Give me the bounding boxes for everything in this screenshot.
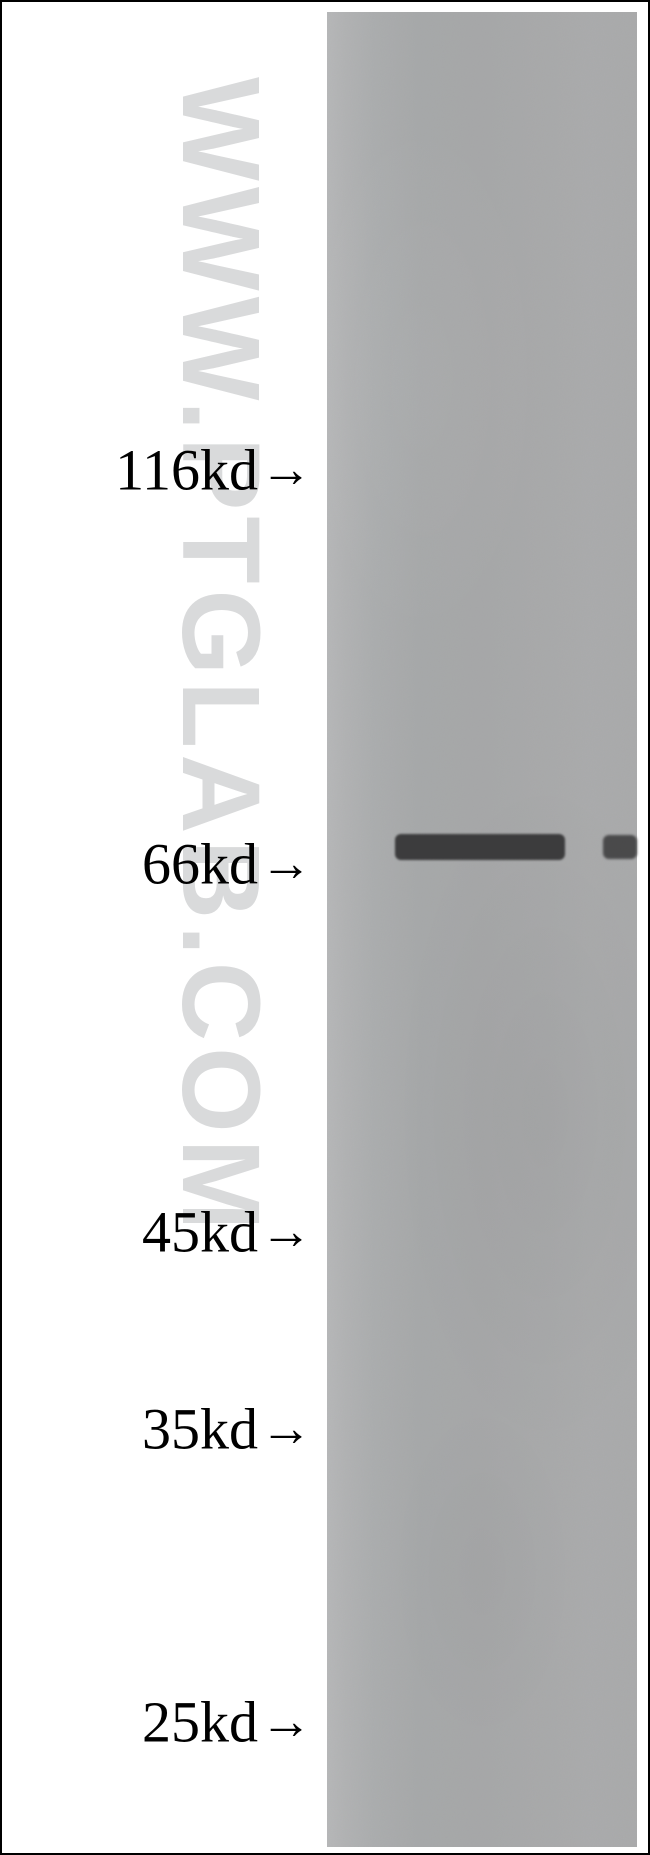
marker-116kd: 116kd→ bbox=[115, 437, 312, 504]
lane-noise-overlay bbox=[327, 12, 637, 1847]
blot-figure: WWW.PTGLAB.COM 116kd→ 66kd→ 45kd→ 35kd→ … bbox=[0, 0, 650, 1855]
marker-label-text: 45kd bbox=[142, 1199, 258, 1266]
marker-label-text: 35kd bbox=[142, 1396, 258, 1463]
arrow-icon: → bbox=[260, 1693, 312, 1752]
marker-35kd: 35kd→ bbox=[142, 1396, 312, 1463]
marker-66kd: 66kd→ bbox=[142, 831, 312, 898]
band-main-right bbox=[603, 835, 637, 859]
marker-label-text: 66kd bbox=[142, 831, 258, 898]
marker-25kd: 25kd→ bbox=[142, 1689, 312, 1756]
marker-label-text: 116kd bbox=[115, 437, 258, 504]
band-main-left bbox=[395, 834, 565, 860]
arrow-icon: → bbox=[260, 441, 312, 500]
marker-45kd: 45kd→ bbox=[142, 1199, 312, 1266]
arrow-icon: → bbox=[260, 1203, 312, 1262]
marker-label-text: 25kd bbox=[142, 1689, 258, 1756]
marker-labels-column: 116kd→ 66kd→ 45kd→ 35kd→ 25kd→ bbox=[2, 2, 322, 1853]
blot-lane bbox=[327, 12, 637, 1847]
arrow-icon: → bbox=[260, 835, 312, 894]
arrow-icon: → bbox=[260, 1400, 312, 1459]
